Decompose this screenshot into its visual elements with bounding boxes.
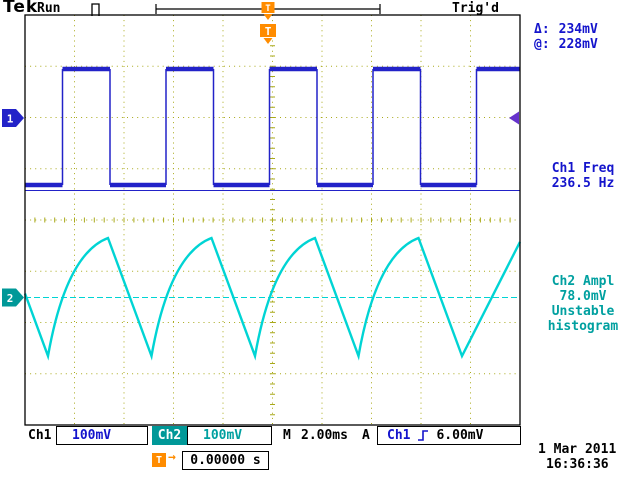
ch2-scale-value: 100mV	[187, 426, 272, 445]
ch1-scale-text: 100mV	[72, 428, 112, 443]
ch1-scale-value: 100mV	[56, 426, 148, 445]
cursor-delta-value: 234mV	[558, 22, 598, 37]
acquisition-indicator-icon	[91, 3, 100, 16]
channel-marker	[2, 288, 24, 307]
cursor-delta-readout: Δ: 234mV	[534, 23, 598, 37]
ch2-ampl-value: 78.0mV	[559, 289, 607, 304]
ch2-waveform	[23, 236, 522, 361]
channel-marker-label: 2	[7, 292, 14, 305]
time-display: 16:36:36	[546, 457, 609, 472]
trigger-level-arrow-icon	[509, 111, 519, 125]
ch1-scale-label: Ch1	[28, 428, 52, 443]
acquisition-status: Run	[37, 1, 61, 16]
timebase-value: 2.00ms	[301, 428, 348, 443]
ch2-measure-qualifier-line1: Unstable	[551, 304, 615, 319]
brand-logo: Tek	[3, 0, 39, 17]
channel-marker	[2, 109, 24, 127]
ch2-scale-label: Ch2	[152, 426, 187, 445]
trigger-arrow-icon: →	[168, 450, 176, 465]
channel-marker-label: 1	[7, 113, 14, 126]
trigger-level: 6.00mV	[436, 428, 484, 443]
rising-edge-icon	[418, 429, 429, 441]
trigger-position-text: 0.00000 s	[190, 453, 261, 468]
ch1-waveform	[25, 66, 520, 188]
trigger-marker-icon: T	[152, 453, 166, 467]
trigger-position-marker-letter: T	[265, 4, 271, 14]
trigger-status: Trig'd	[452, 1, 499, 16]
trigger-position-readout: 0.00000 s	[182, 451, 269, 470]
trigger-position-marker-icon	[260, 24, 276, 37]
trigger-position-arrow-icon	[263, 14, 273, 20]
trigger-settings-readout: Ch1 6.00mV	[377, 426, 521, 445]
ch1-freq-label: Ch1 Freq	[551, 161, 615, 176]
cursor-delta-label: Δ:	[534, 22, 550, 37]
trigger-position-arrow-icon	[263, 38, 273, 44]
ch1-waveform-edges	[61, 69, 478, 185]
ch2-ampl-label: Ch2 Ampl	[551, 274, 615, 289]
cursor-at-readout: @: 228mV	[534, 38, 598, 52]
trigger-source: Ch1	[387, 428, 411, 443]
ch2-measure-qualifier-line2: histogram	[547, 319, 619, 334]
trigger-position-marker-letter: T	[265, 25, 272, 38]
cursor-at-label: @:	[534, 37, 550, 52]
cursor-at-value: 228mV	[558, 37, 598, 52]
date-display: 1 Mar 2011	[538, 442, 617, 457]
trigger-position-marker-icon	[261, 2, 275, 13]
ch1-freq-value: 236.5 Hz	[551, 176, 615, 191]
ch2-scale-text: 100mV	[203, 428, 243, 443]
timebase-label: M	[283, 428, 291, 443]
graticule-border	[24, 14, 521, 426]
trigger-mode-label: A	[362, 428, 370, 443]
